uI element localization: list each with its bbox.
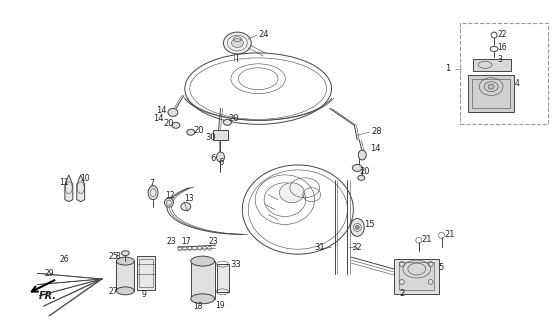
- Bar: [472, 79, 510, 108]
- Ellipse shape: [168, 108, 178, 116]
- Ellipse shape: [488, 84, 494, 89]
- Text: 5: 5: [438, 263, 444, 272]
- Text: 20: 20: [229, 114, 239, 123]
- Ellipse shape: [224, 32, 251, 54]
- Ellipse shape: [117, 287, 134, 295]
- Text: 30: 30: [206, 133, 216, 142]
- Text: 10: 10: [80, 174, 89, 183]
- Text: 19: 19: [215, 301, 225, 310]
- Ellipse shape: [164, 198, 173, 207]
- Text: 4: 4: [515, 79, 520, 88]
- Ellipse shape: [358, 175, 365, 180]
- Bar: [216, 264, 229, 292]
- Text: 21: 21: [445, 230, 455, 239]
- Text: 32: 32: [351, 243, 362, 252]
- Ellipse shape: [216, 152, 224, 162]
- Text: 21: 21: [422, 235, 432, 244]
- Text: 15: 15: [364, 220, 375, 229]
- Ellipse shape: [122, 251, 129, 256]
- Ellipse shape: [191, 294, 215, 304]
- Ellipse shape: [187, 129, 195, 135]
- Text: 6: 6: [210, 154, 216, 163]
- Ellipse shape: [172, 122, 180, 128]
- Bar: [139, 259, 153, 287]
- Text: 14: 14: [156, 106, 166, 115]
- Text: 23: 23: [167, 237, 176, 246]
- Circle shape: [355, 225, 359, 229]
- Text: 33: 33: [230, 260, 241, 268]
- Bar: [117, 261, 134, 291]
- Bar: [137, 256, 155, 290]
- Text: 9: 9: [141, 290, 146, 299]
- Text: 11: 11: [59, 178, 68, 187]
- Text: 20: 20: [359, 167, 370, 176]
- Text: 22: 22: [497, 30, 507, 39]
- Text: 2: 2: [399, 289, 405, 298]
- Bar: [394, 259, 438, 294]
- Text: 26: 26: [60, 255, 69, 264]
- Ellipse shape: [191, 256, 215, 266]
- Text: FR.: FR.: [39, 291, 57, 301]
- Ellipse shape: [350, 219, 364, 236]
- Text: 25: 25: [108, 252, 118, 261]
- Ellipse shape: [224, 119, 231, 125]
- Text: 14: 14: [370, 144, 381, 153]
- Text: 3: 3: [497, 55, 502, 64]
- Ellipse shape: [359, 150, 366, 160]
- Polygon shape: [65, 175, 73, 202]
- Bar: [473, 59, 511, 71]
- Ellipse shape: [352, 164, 362, 172]
- Text: 31: 31: [315, 243, 325, 252]
- Text: 1: 1: [446, 64, 451, 73]
- Bar: [399, 262, 433, 290]
- Ellipse shape: [117, 257, 134, 265]
- Bar: [468, 75, 514, 112]
- Ellipse shape: [280, 183, 304, 203]
- Text: 16: 16: [497, 44, 507, 52]
- Text: 7: 7: [149, 179, 154, 188]
- Text: 13: 13: [184, 194, 194, 203]
- Text: 23: 23: [209, 237, 218, 246]
- Ellipse shape: [231, 39, 243, 47]
- Polygon shape: [77, 175, 85, 202]
- Ellipse shape: [148, 186, 158, 200]
- Text: 17: 17: [181, 237, 190, 246]
- Text: 14: 14: [153, 114, 164, 123]
- Text: 6: 6: [219, 158, 224, 167]
- Text: 29: 29: [44, 268, 54, 277]
- Text: 27: 27: [108, 287, 118, 296]
- Text: 24: 24: [258, 30, 269, 39]
- Text: 20: 20: [163, 119, 174, 128]
- Text: 28: 28: [371, 127, 382, 136]
- Bar: [461, 23, 548, 124]
- Ellipse shape: [181, 203, 191, 211]
- Text: 8: 8: [115, 252, 120, 261]
- Bar: [213, 130, 229, 140]
- Text: 18: 18: [193, 302, 202, 311]
- Text: 12: 12: [165, 191, 174, 200]
- Text: 20: 20: [194, 126, 204, 135]
- Bar: [191, 261, 215, 299]
